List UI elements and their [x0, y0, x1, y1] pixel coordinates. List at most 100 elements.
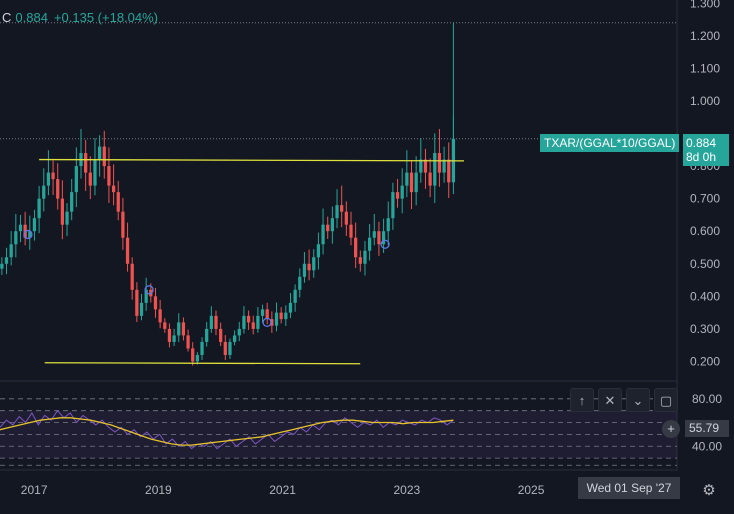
add-zoom-button[interactable]: +: [662, 420, 680, 438]
oscillator-pane[interactable]: [0, 398, 677, 466]
candle-body[interactable]: [28, 231, 32, 238]
candle-body[interactable]: [423, 159, 428, 173]
candle-body[interactable]: [0, 263, 4, 269]
candle-body[interactable]: [56, 179, 60, 199]
candle-body[interactable]: [414, 172, 418, 193]
candle-body[interactable]: [181, 322, 186, 336]
candle-body[interactable]: [223, 341, 227, 355]
candle-body[interactable]: [288, 302, 293, 313]
candle-body[interactable]: [51, 172, 55, 180]
candle-body[interactable]: [97, 146, 102, 160]
candle-body[interactable]: [265, 309, 269, 320]
candle-body[interactable]: [144, 289, 148, 303]
candle-body[interactable]: [279, 312, 283, 320]
candle-body[interactable]: [326, 224, 330, 232]
candle-body[interactable]: [32, 218, 37, 232]
trendline[interactable]: [44, 362, 361, 365]
candle-body[interactable]: [88, 172, 92, 186]
trendline[interactable]: [39, 158, 464, 162]
candle-body[interactable]: [340, 205, 344, 212]
candle-body[interactable]: [214, 315, 218, 329]
candle-body[interactable]: [349, 224, 353, 238]
event-marker[interactable]: [380, 239, 390, 249]
candle-body[interactable]: [195, 354, 200, 362]
candle-body[interactable]: [447, 159, 451, 183]
event-marker[interactable]: [262, 317, 272, 328]
candle-body[interactable]: [335, 205, 339, 219]
candle-body[interactable]: [200, 341, 204, 355]
candle-body[interactable]: [65, 211, 69, 225]
candle-body[interactable]: [363, 250, 367, 264]
candle-body[interactable]: [228, 341, 232, 355]
candle-body[interactable]: [256, 315, 260, 329]
candle-body[interactable]: [46, 172, 51, 186]
candle-body[interactable]: [153, 296, 158, 310]
candle-body[interactable]: [344, 211, 348, 225]
candle-body[interactable]: [386, 218, 390, 232]
candle-body[interactable]: [409, 172, 414, 193]
candle-body[interactable]: [312, 257, 316, 271]
remove-pane-button[interactable]: ✕: [598, 388, 622, 412]
candle-body[interactable]: [293, 289, 297, 303]
candle-body[interactable]: [354, 237, 358, 258]
time-axis[interactable]: 2017 2019 2021 2023 2025: [21, 483, 545, 497]
candle-body[interactable]: [260, 309, 265, 316]
candle-body[interactable]: [391, 192, 395, 219]
candle-body[interactable]: [18, 224, 23, 232]
candle-body[interactable]: [186, 335, 190, 349]
candle-body[interactable]: [135, 289, 139, 316]
candle-body[interactable]: [60, 198, 65, 225]
candle-body[interactable]: [419, 159, 423, 173]
candle-body[interactable]: [372, 231, 376, 238]
maximize-pane-button[interactable]: ▢: [654, 388, 678, 412]
candle-body[interactable]: [116, 192, 120, 212]
candle-body[interactable]: [232, 335, 237, 342]
settings-button[interactable]: ⚙: [700, 482, 718, 500]
candle-body[interactable]: [367, 237, 372, 251]
candle-body[interactable]: [284, 312, 288, 320]
candle-body[interactable]: [381, 231, 386, 245]
candle-body[interactable]: [102, 146, 106, 167]
candle-body[interactable]: [74, 166, 78, 193]
event-marker[interactable]: [144, 285, 154, 295]
candle-body[interactable]: [437, 153, 442, 173]
candle-body[interactable]: [316, 244, 321, 258]
candle-body[interactable]: [163, 322, 167, 329]
main-price-pane[interactable]: [0, 22, 677, 366]
candle-body[interactable]: [358, 257, 362, 264]
candle-body[interactable]: [9, 244, 13, 258]
rsi-moving-average-line[interactable]: [0, 417, 454, 446]
candle-body[interactable]: [274, 312, 279, 326]
candle-body[interactable]: [139, 302, 144, 316]
candle-body[interactable]: [246, 315, 251, 323]
candle-body[interactable]: [400, 185, 404, 199]
price-axis[interactable]: 1.3001.2001.1001.0000.8000.7000.6000.500…: [690, 0, 722, 453]
candle-body[interactable]: [405, 172, 409, 186]
candle-body[interactable]: [4, 257, 9, 264]
candle-body[interactable]: [107, 166, 111, 186]
candle-body[interactable]: [37, 198, 41, 219]
candle-body[interactable]: [121, 211, 125, 238]
collapse-pane-button[interactable]: ⌄: [626, 388, 650, 412]
event-marker[interactable]: [23, 229, 33, 240]
candle-body[interactable]: [321, 224, 325, 245]
candle-body[interactable]: [177, 322, 181, 336]
candle-body[interactable]: [42, 185, 46, 199]
candle-body[interactable]: [442, 159, 446, 173]
candle-body[interactable]: [242, 315, 246, 329]
move-pane-up-button[interactable]: ↑: [570, 388, 594, 412]
candle-body[interactable]: [428, 172, 432, 186]
candle-body[interactable]: [84, 153, 88, 173]
candle-body[interactable]: [125, 237, 130, 264]
candle-body[interactable]: [191, 348, 195, 362]
candle-body[interactable]: [14, 231, 18, 245]
candle-body[interactable]: [209, 315, 213, 329]
candle-body[interactable]: [330, 218, 335, 232]
candle-body[interactable]: [93, 159, 97, 186]
candle-body[interactable]: [130, 263, 134, 290]
candle-body[interactable]: [111, 185, 116, 193]
candle-body[interactable]: [158, 309, 162, 323]
candle-body[interactable]: [205, 328, 209, 342]
candle-body[interactable]: [298, 276, 302, 290]
